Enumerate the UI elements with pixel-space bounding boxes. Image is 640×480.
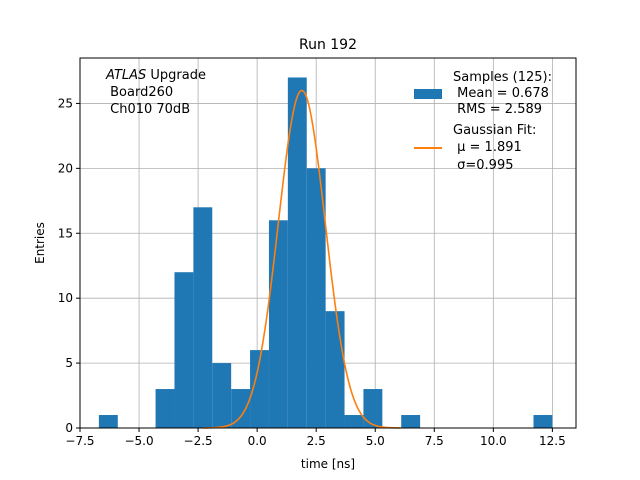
annotation-box: ATLAS Upgrade Board260 Ch010 70dB — [105, 68, 206, 117]
x-axis-ticks: −7.5 −5.0 −2.5 0.0 2.5 5.0 7.5 10.0 12.5 — [65, 428, 566, 448]
y-tick-label: 0 — [65, 421, 73, 435]
histogram-bar — [268, 220, 288, 428]
legend-fit-line-1: Gaussian Fit: — [453, 123, 536, 138]
x-tick-label: −5.0 — [124, 434, 153, 448]
annotation-line-2: Board260 — [106, 85, 173, 100]
y-tick-label: 15 — [58, 226, 73, 240]
histogram-bar — [287, 77, 307, 428]
histogram-bar — [212, 363, 232, 428]
plot-frame — [79, 57, 577, 429]
x-tick-label: −7.5 — [65, 434, 94, 448]
x-tick-label: 5.0 — [366, 434, 385, 448]
y-axis-ticks: 0 5 10 15 20 25 — [58, 96, 80, 435]
histogram-bar — [250, 350, 269, 428]
x-tick-label: 7.5 — [425, 434, 444, 448]
y-tick-label: 25 — [58, 96, 73, 110]
chart-title: Run 192 — [299, 37, 357, 53]
legend: Samples (125): Mean = 0.678 RMS = 2.589 … — [414, 70, 552, 173]
x-axis-label: time [ns] — [301, 457, 355, 471]
x-tick-label: 10.0 — [480, 434, 507, 448]
histogram-bar — [344, 415, 364, 428]
histogram-bar — [363, 389, 383, 428]
x-tick-label: 0.0 — [248, 434, 267, 448]
legend-samples-line-1: Samples (125): — [453, 70, 552, 85]
histogram-bar — [174, 272, 194, 428]
x-tick-label: 2.5 — [307, 434, 326, 448]
y-tick-label: 5 — [65, 356, 73, 370]
x-tick-label: −2.5 — [184, 434, 213, 448]
fit-curve-line — [203, 89, 401, 429]
legend-fit-line-3: σ=0.995 — [453, 158, 513, 173]
histogram-bar — [401, 415, 421, 428]
histogram-bar — [231, 389, 251, 428]
legend-samples-line-3: RMS = 2.589 — [453, 102, 542, 117]
histogram-bar — [193, 207, 213, 428]
y-axis-label: Entries — [33, 222, 47, 264]
annotation-line-1: ATLAS Upgrade — [105, 68, 206, 83]
legend-fit-line-2: μ = 1.891 — [453, 140, 522, 155]
gaussian-fit-curve — [203, 89, 401, 429]
histogram-bar — [325, 311, 345, 428]
legend-samples-line-2: Mean = 0.678 — [453, 86, 549, 101]
histogram-bar — [98, 415, 118, 428]
y-tick-label: 20 — [58, 161, 73, 175]
histogram-bar — [533, 415, 553, 428]
histogram-bar — [306, 168, 326, 428]
annotation-line-3: Ch010 70dB — [106, 102, 190, 117]
x-tick-label: 12.5 — [539, 434, 566, 448]
legend-bar-swatch — [414, 89, 442, 99]
histogram-bars — [98, 77, 553, 428]
y-tick-label: 10 — [58, 291, 73, 305]
histogram-bar — [155, 389, 175, 428]
